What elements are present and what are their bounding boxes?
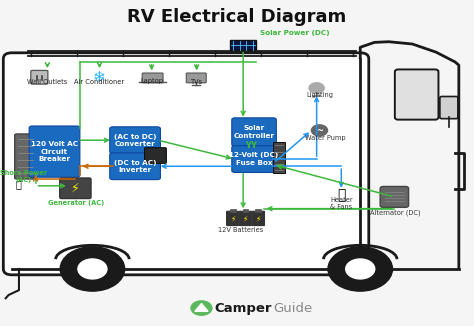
Text: Wall Outlets: Wall Outlets [27, 79, 67, 84]
Text: Heater
& Fans: Heater & Fans [330, 197, 353, 210]
FancyBboxPatch shape [243, 209, 248, 212]
Text: Air Conditioner: Air Conditioner [74, 79, 125, 84]
Text: ❄: ❄ [92, 70, 105, 85]
Text: (AC to DC)
Converter: (AC to DC) Converter [114, 134, 156, 147]
FancyBboxPatch shape [232, 118, 276, 146]
FancyBboxPatch shape [440, 96, 458, 119]
Text: TVs: TVs [191, 79, 203, 84]
Text: 12-Volt (DC)
Fuse Box: 12-Volt (DC) Fuse Box [229, 153, 279, 166]
Text: ~: ~ [316, 126, 323, 135]
Text: RV Electrical Diagram: RV Electrical Diagram [128, 8, 346, 26]
Circle shape [78, 259, 107, 279]
Text: 120 Volt AC
Circuit
Breaker: 120 Volt AC Circuit Breaker [31, 141, 78, 162]
Circle shape [328, 247, 392, 291]
Text: ⚡: ⚡ [243, 214, 248, 223]
Circle shape [346, 259, 375, 279]
Circle shape [309, 83, 324, 93]
Text: 🔌: 🔌 [15, 179, 21, 189]
Text: ⚡: ⚡ [71, 182, 80, 195]
FancyBboxPatch shape [380, 186, 409, 207]
Text: 🔥: 🔥 [337, 189, 346, 202]
Circle shape [60, 247, 125, 291]
FancyBboxPatch shape [109, 127, 160, 154]
FancyBboxPatch shape [227, 211, 239, 226]
FancyBboxPatch shape [230, 40, 256, 50]
Text: Solar
Controller: Solar Controller [234, 126, 274, 139]
Circle shape [191, 301, 212, 315]
Polygon shape [195, 304, 208, 311]
FancyBboxPatch shape [230, 209, 236, 212]
Text: Lighting: Lighting [307, 92, 333, 97]
Text: ⚡: ⚡ [230, 214, 236, 223]
FancyBboxPatch shape [395, 69, 438, 120]
Text: Laptop: Laptop [140, 79, 163, 84]
FancyBboxPatch shape [273, 142, 285, 173]
Text: Water Pump: Water Pump [305, 135, 346, 141]
Text: 12V Batteries: 12V Batteries [218, 227, 264, 233]
FancyBboxPatch shape [60, 178, 91, 199]
Text: Generator (AC): Generator (AC) [48, 200, 104, 206]
FancyBboxPatch shape [15, 134, 36, 179]
FancyBboxPatch shape [109, 153, 160, 180]
Text: Alternator (DC): Alternator (DC) [370, 209, 420, 216]
Text: Camper: Camper [214, 302, 272, 315]
Circle shape [311, 125, 328, 136]
FancyBboxPatch shape [3, 53, 369, 275]
Text: Shore Power
(AC): Shore Power (AC) [0, 170, 47, 183]
FancyBboxPatch shape [232, 146, 276, 172]
FancyBboxPatch shape [31, 70, 48, 84]
FancyBboxPatch shape [145, 148, 166, 163]
Text: Guide: Guide [273, 302, 313, 315]
FancyBboxPatch shape [252, 211, 264, 226]
FancyBboxPatch shape [239, 211, 252, 226]
FancyBboxPatch shape [142, 73, 163, 83]
Text: (DC to AC)
Inverter: (DC to AC) Inverter [114, 160, 156, 173]
FancyBboxPatch shape [29, 126, 80, 177]
Text: Solar Power (DC): Solar Power (DC) [260, 30, 329, 36]
Text: ⚡: ⚡ [255, 214, 261, 223]
FancyBboxPatch shape [255, 209, 261, 212]
FancyBboxPatch shape [186, 73, 206, 83]
